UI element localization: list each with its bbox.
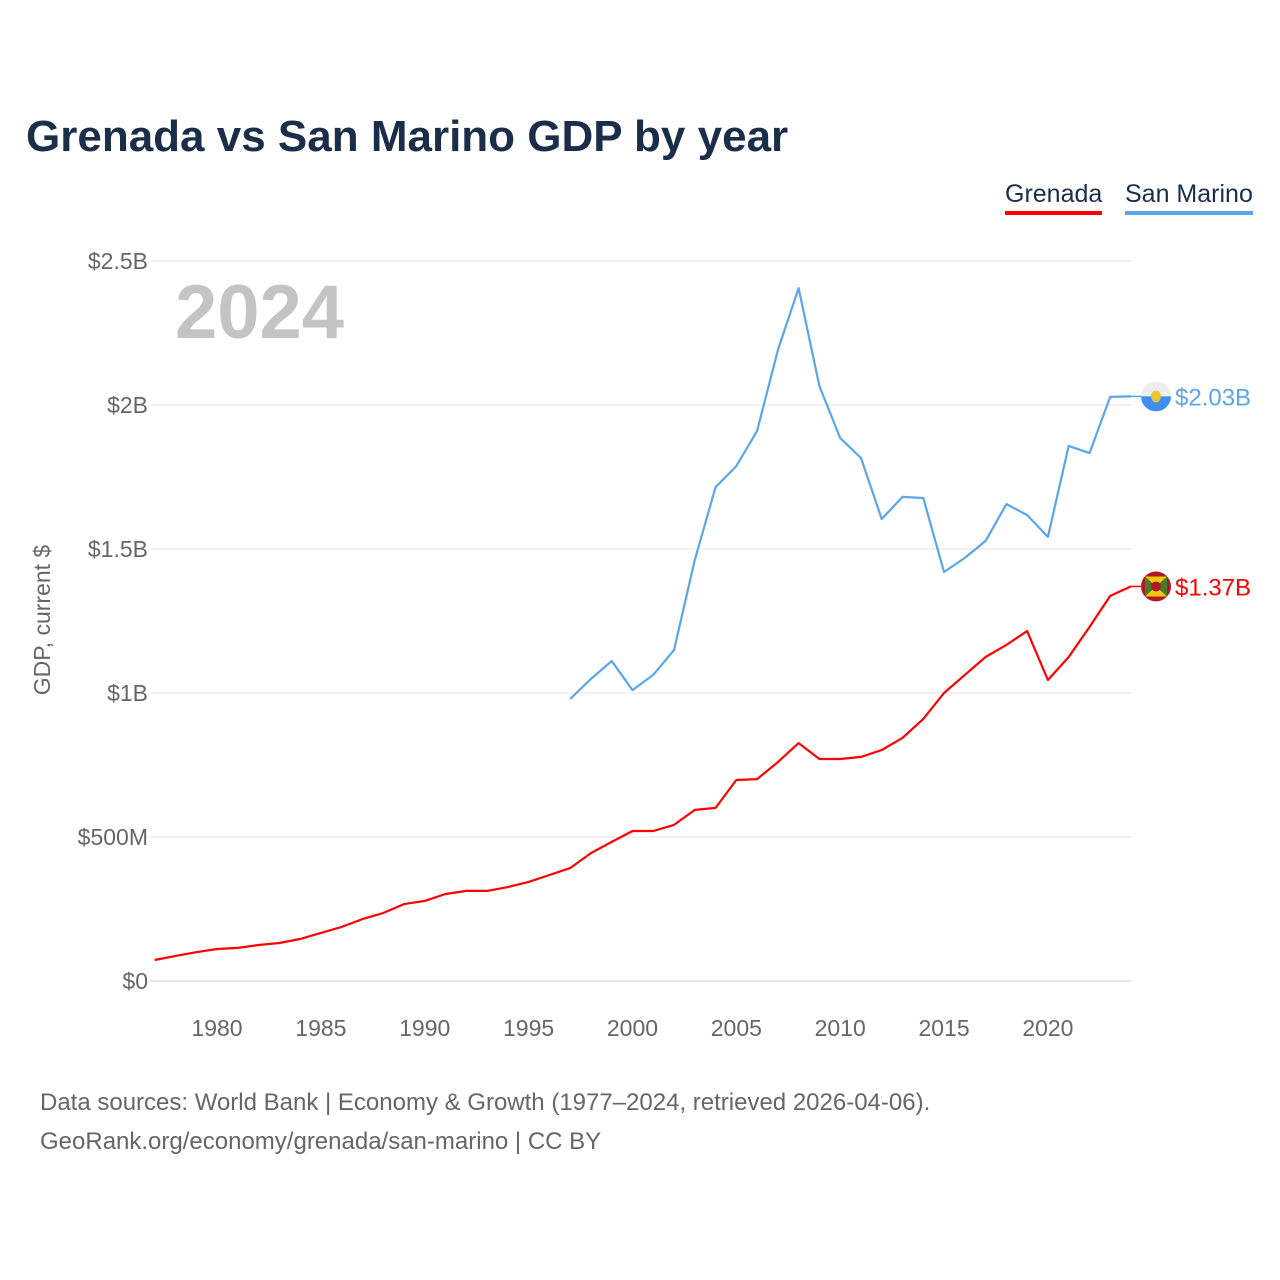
flag-bottom	[1141, 396, 1171, 412]
flag-triangles	[1145, 576, 1167, 597]
flag-center	[1151, 581, 1161, 592]
y-tick-label: $500M	[78, 824, 148, 850]
x-tick-label: 1985	[295, 1015, 346, 1041]
chart-title: Grenada vs San Marino GDP by year	[26, 112, 789, 161]
x-tick-label: 2020	[1022, 1015, 1073, 1041]
flag-emblem	[1151, 390, 1161, 403]
y-tick-label: $1B	[107, 680, 148, 706]
end-value-label: $2.03B	[1175, 384, 1251, 411]
y-tick-label: $0	[122, 968, 148, 994]
series-line-san-marino	[569, 287, 1132, 700]
x-tick-label: 2000	[607, 1015, 658, 1041]
legend-san-marino[interactable]: San Marino	[1125, 180, 1253, 215]
footer-link[interactable]: GeoRank.org/economy/grenada/san-marino |…	[40, 1128, 602, 1155]
footer-sources: Data sources: World Bank | Economy & Gro…	[40, 1089, 931, 1116]
y-tick-label: $1.5B	[88, 536, 148, 562]
san-marino-flag-icon	[1141, 381, 1171, 412]
x-tick-label: 2010	[815, 1015, 866, 1041]
x-tick-label: 1990	[399, 1015, 450, 1041]
legend-grenada[interactable]: Grenada	[1005, 180, 1103, 215]
x-tick-label: 1980	[191, 1015, 242, 1041]
y-axis-label: GDP, current $	[29, 545, 55, 696]
x-tick-label: 1995	[503, 1015, 554, 1041]
series-line-grenada	[154, 585, 1132, 962]
flag-top	[1141, 381, 1171, 397]
y-tick-label: $2B	[107, 392, 148, 418]
grenada-flag-icon	[1141, 571, 1171, 602]
x-tick-label: 2015	[918, 1015, 969, 1041]
y-tick-label: $2.5B	[88, 248, 148, 274]
end-value-label: $1.37B	[1175, 574, 1251, 601]
x-tick-label: 2005	[711, 1015, 762, 1041]
footer: Data sources: World Bank | Economy & Gro…	[40, 1083, 930, 1161]
year-watermark: 2024	[175, 270, 344, 355]
